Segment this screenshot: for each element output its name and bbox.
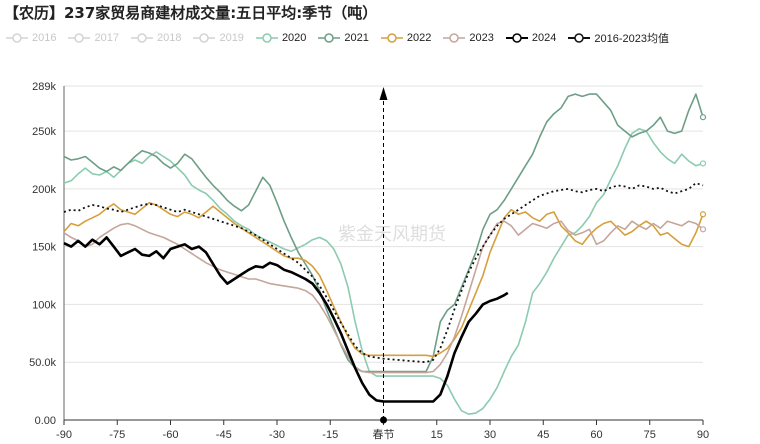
spring-festival-arrow [379,87,388,100]
legend-label: 2018 [156,32,182,44]
x-tick-label: 春节 [373,428,395,441]
legend-item[interactable]: 2024 [505,32,557,44]
legend-label: 2021 [344,32,369,44]
legend-marker [130,33,153,43]
legend-marker [568,33,591,43]
series-end-marker [699,226,707,233]
legend-label: 2016 [32,32,57,44]
legend-marker [193,33,216,43]
legend-label: 2024 [531,32,557,44]
series-line-2021 [63,93,704,373]
legend-marker [68,33,91,43]
legend-marker [505,33,528,43]
legend-item[interactable]: 2021 [318,32,369,44]
legend-label: 2019 [219,32,244,44]
series-line-2020 [63,128,704,415]
y-tick-label: 250k [32,126,56,138]
y-tick-label: 200k [32,184,56,196]
legend[interactable]: 2016 2017 2018 2019 2020 2021 2022 2023 2024 2016… [6,30,681,46]
legend-item[interactable]: 2022 [380,32,432,44]
y-tick-label: 289k [32,81,56,93]
watermark: 紫金天风期货 [338,224,446,245]
legend-item[interactable]: 2017 [68,32,119,44]
legend-item[interactable]: 2016-2023均值 [568,30,669,46]
legend-item[interactable]: 2020 [255,32,307,44]
y-tick-label: 150k [32,242,56,254]
series-line-2024 [63,236,509,403]
legend-label: 2023 [469,32,494,44]
series-line-2023 [63,220,704,374]
x-tick-label: 30 [484,429,496,441]
series-line-2022 [63,201,704,358]
legend-item[interactable]: 2023 [443,32,494,44]
series-end-marker [699,160,707,167]
legend-marker [318,33,341,43]
legend-marker [443,33,466,43]
x-tick-label: 75 [644,429,656,441]
x-tick-label: -60 [163,429,179,441]
legend-item[interactable]: 2016 [6,32,56,44]
y-tick-label: 50.0k [29,357,56,369]
series-line-2016-2023均值 [63,182,704,364]
x-tick-label: -45 [216,429,232,441]
legend-label: 2022 [406,32,432,44]
legend-marker [255,33,278,43]
x-tick-label: -15 [322,429,338,441]
spring-festival-dot [380,416,387,424]
x-tick-label: -90 [56,429,72,441]
legend-marker [6,33,28,43]
y-tick-label: 100k [32,299,56,311]
x-tick-label: 90 [697,429,709,441]
legend-label: 2017 [94,32,119,44]
x-tick-label: -30 [269,429,285,441]
legend-label: 2020 [281,32,307,44]
x-tick-label: -75 [109,429,125,441]
series-end-marker [699,211,707,218]
x-tick-label: 60 [590,429,602,441]
x-tick-label: 45 [537,429,549,441]
x-tick-label: 15 [431,429,443,441]
legend-marker [380,33,403,43]
series-end-marker [699,114,707,121]
chart-title: 【农历】237家贸易商建材成交量:五日平均:季节（吨） [4,4,378,22]
legend-item[interactable]: 2018 [130,32,182,44]
legend-label: 2016-2023均值 [594,33,669,45]
y-tick-label: 0.00 [35,415,56,427]
legend-item[interactable]: 2019 [193,32,244,44]
